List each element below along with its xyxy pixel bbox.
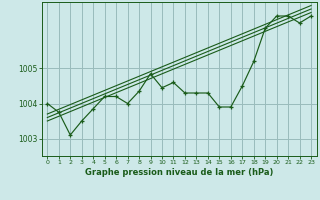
X-axis label: Graphe pression niveau de la mer (hPa): Graphe pression niveau de la mer (hPa) xyxy=(85,168,273,177)
